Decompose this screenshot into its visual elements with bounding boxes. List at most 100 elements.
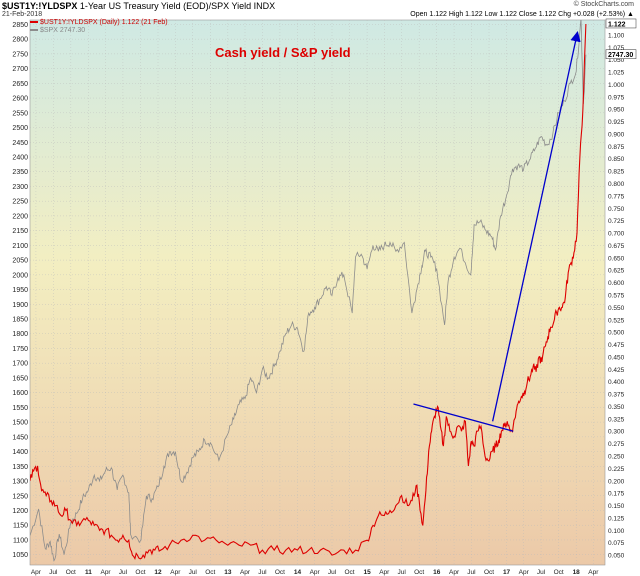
left-tick-label: 2200 (12, 213, 28, 220)
ratio-line (30, 23, 587, 561)
right-tick-label: 0.925 (608, 119, 625, 126)
left-tick-label: 2350 (12, 169, 28, 176)
ticker-description: 1-Year US Treasury Yield (EOD)/SPX Yield… (79, 1, 276, 11)
x-tick-label: Jul (258, 569, 267, 576)
right-tick-label: 0.975 (608, 94, 625, 101)
x-tick-label: Apr (449, 569, 460, 576)
left-tick-label: 2400 (12, 154, 28, 161)
right-tick-label: 0.800 (608, 181, 625, 188)
x-tick-label: 14 (294, 569, 302, 576)
right-tick-label: 0.225 (608, 466, 625, 473)
left-tick-label: 1600 (12, 390, 28, 397)
x-tick-label: Apr (519, 569, 530, 576)
left-tick-label: 2850 (12, 22, 28, 29)
left-tick-label: 2250 (12, 199, 28, 206)
trend-line-resistance (413, 403, 514, 432)
right-tick-label: 0.600 (608, 280, 625, 287)
right-tick-label: 1.000 (608, 82, 625, 89)
left-tick-label: 2650 (12, 81, 28, 88)
left-tick-label: 1700 (12, 361, 28, 368)
ticker-symbol: $UST1Y:!YLDSPX (2, 1, 78, 11)
right-tick-label: 0.850 (608, 156, 625, 163)
left-tick-label: 1800 (12, 331, 28, 338)
right-tick-label: 0.650 (608, 255, 625, 262)
right-tick-label: 0.775 (608, 193, 625, 200)
left-tick-label: 1500 (12, 420, 28, 427)
right-tick-label: 0.950 (608, 107, 625, 114)
right-tick-label: 0.825 (608, 169, 625, 176)
right-tick-label: 1.050 (608, 57, 625, 64)
right-tick-label: 0.725 (608, 218, 625, 225)
ratio-last-label: 1.122 (608, 21, 626, 28)
x-tick-label: 12 (154, 569, 162, 576)
left-tick-label: 1300 (12, 479, 28, 486)
legend-ratio-label: $UST1Y:!YLDSPX (Daily) 1.122 (21 Feb) (40, 19, 168, 26)
left-axis: 1050 1100 1150 1200 1250 1300 1350 1400 1450 1500… (12, 22, 28, 559)
right-tick-label: 0.050 (608, 553, 625, 560)
left-tick-label: 2100 (12, 243, 28, 250)
right-tick-label: 0.375 (608, 392, 625, 399)
chart-title: $UST1Y:!YLDSPX 1-Year US Treasury Yield … (2, 1, 275, 11)
left-tick-label: 2700 (12, 66, 28, 73)
x-tick-label: 11 (85, 569, 92, 576)
trend-line-projection (491, 31, 581, 422)
right-tick-label: 0.125 (608, 515, 625, 522)
right-tick-label: 0.525 (608, 317, 625, 324)
x-tick-label: 13 (224, 569, 232, 576)
x-tick-label: Oct (135, 569, 145, 576)
left-tick-label: 2500 (12, 125, 28, 132)
spx-last-box (605, 49, 637, 59)
x-tick-label: 16 (433, 569, 441, 576)
x-tick-label: Apr (170, 569, 181, 576)
left-tick-label: 2300 (12, 184, 28, 191)
right-tick-label: 0.575 (608, 292, 625, 299)
right-tick-label: 0.675 (608, 243, 625, 250)
right-tick-label: 0.750 (608, 206, 625, 213)
right-tick-label: 0.550 (608, 305, 625, 312)
left-tick-label: 1450 (12, 434, 28, 441)
left-tick-label: 1350 (12, 464, 28, 471)
x-tick-label: Jul (189, 569, 198, 576)
left-tick-label: 1400 (12, 449, 28, 456)
left-tick-label: 1900 (12, 302, 28, 309)
right-tick-label: 0.425 (608, 367, 625, 374)
right-tick-label: 0.500 (608, 330, 625, 337)
left-tick-label: 1200 (12, 508, 28, 515)
right-tick-label: 0.075 (608, 540, 625, 547)
left-tick-label: 2450 (12, 140, 28, 147)
left-tick-label: 1150 (13, 523, 28, 530)
spx-last-label: 2747.30 (608, 52, 633, 59)
x-tick-label: Jul (537, 569, 546, 576)
left-tick-label: 2800 (12, 37, 28, 44)
left-tick-label: 1100 (13, 537, 28, 544)
left-tick-label: 1750 (12, 346, 28, 353)
annotation-title: Cash yield / S&P yield (215, 45, 351, 60)
left-tick-label: 1050 (12, 552, 28, 559)
right-tick-label: 0.175 (608, 491, 625, 498)
x-tick-label: Jul (328, 569, 337, 576)
x-tick-label: Oct (205, 569, 215, 576)
x-tick-label: Apr (379, 569, 390, 576)
right-tick-label: 0.150 (608, 503, 625, 510)
right-tick-label: 0.475 (608, 342, 625, 349)
right-tick-label: 0.325 (608, 416, 625, 423)
left-tick-label: 2550 (12, 110, 28, 117)
right-tick-label: 0.250 (608, 454, 625, 461)
legend-spx: $SPX 2747.30 (30, 27, 85, 34)
right-tick-label: 0.900 (608, 131, 625, 138)
left-tick-label: 2050 (12, 258, 28, 265)
right-tick-label: 1.100 (608, 32, 625, 39)
spx-line (30, 20, 587, 562)
chart-date: 21-Feb-2018 (2, 11, 43, 18)
source-credit: © StockCharts.com (573, 1, 634, 8)
legend-spx-label: $SPX 2747.30 (40, 27, 86, 34)
legend-ratio: $UST1Y:!YLDSPX (Daily) 1.122 (21 Feb) (30, 19, 168, 26)
x-tick-label: 17 (503, 569, 511, 576)
right-tick-label: 0.875 (608, 144, 625, 151)
right-tick-label: 0.200 (608, 478, 625, 485)
x-tick-label: 15 (363, 569, 371, 576)
right-axis: 0.050 0.075 0.100 0.125 0.150 0.175 0.200 0.225… (608, 32, 625, 559)
x-tick-label: Apr (240, 569, 251, 576)
x-tick-label: Apr (100, 569, 111, 576)
